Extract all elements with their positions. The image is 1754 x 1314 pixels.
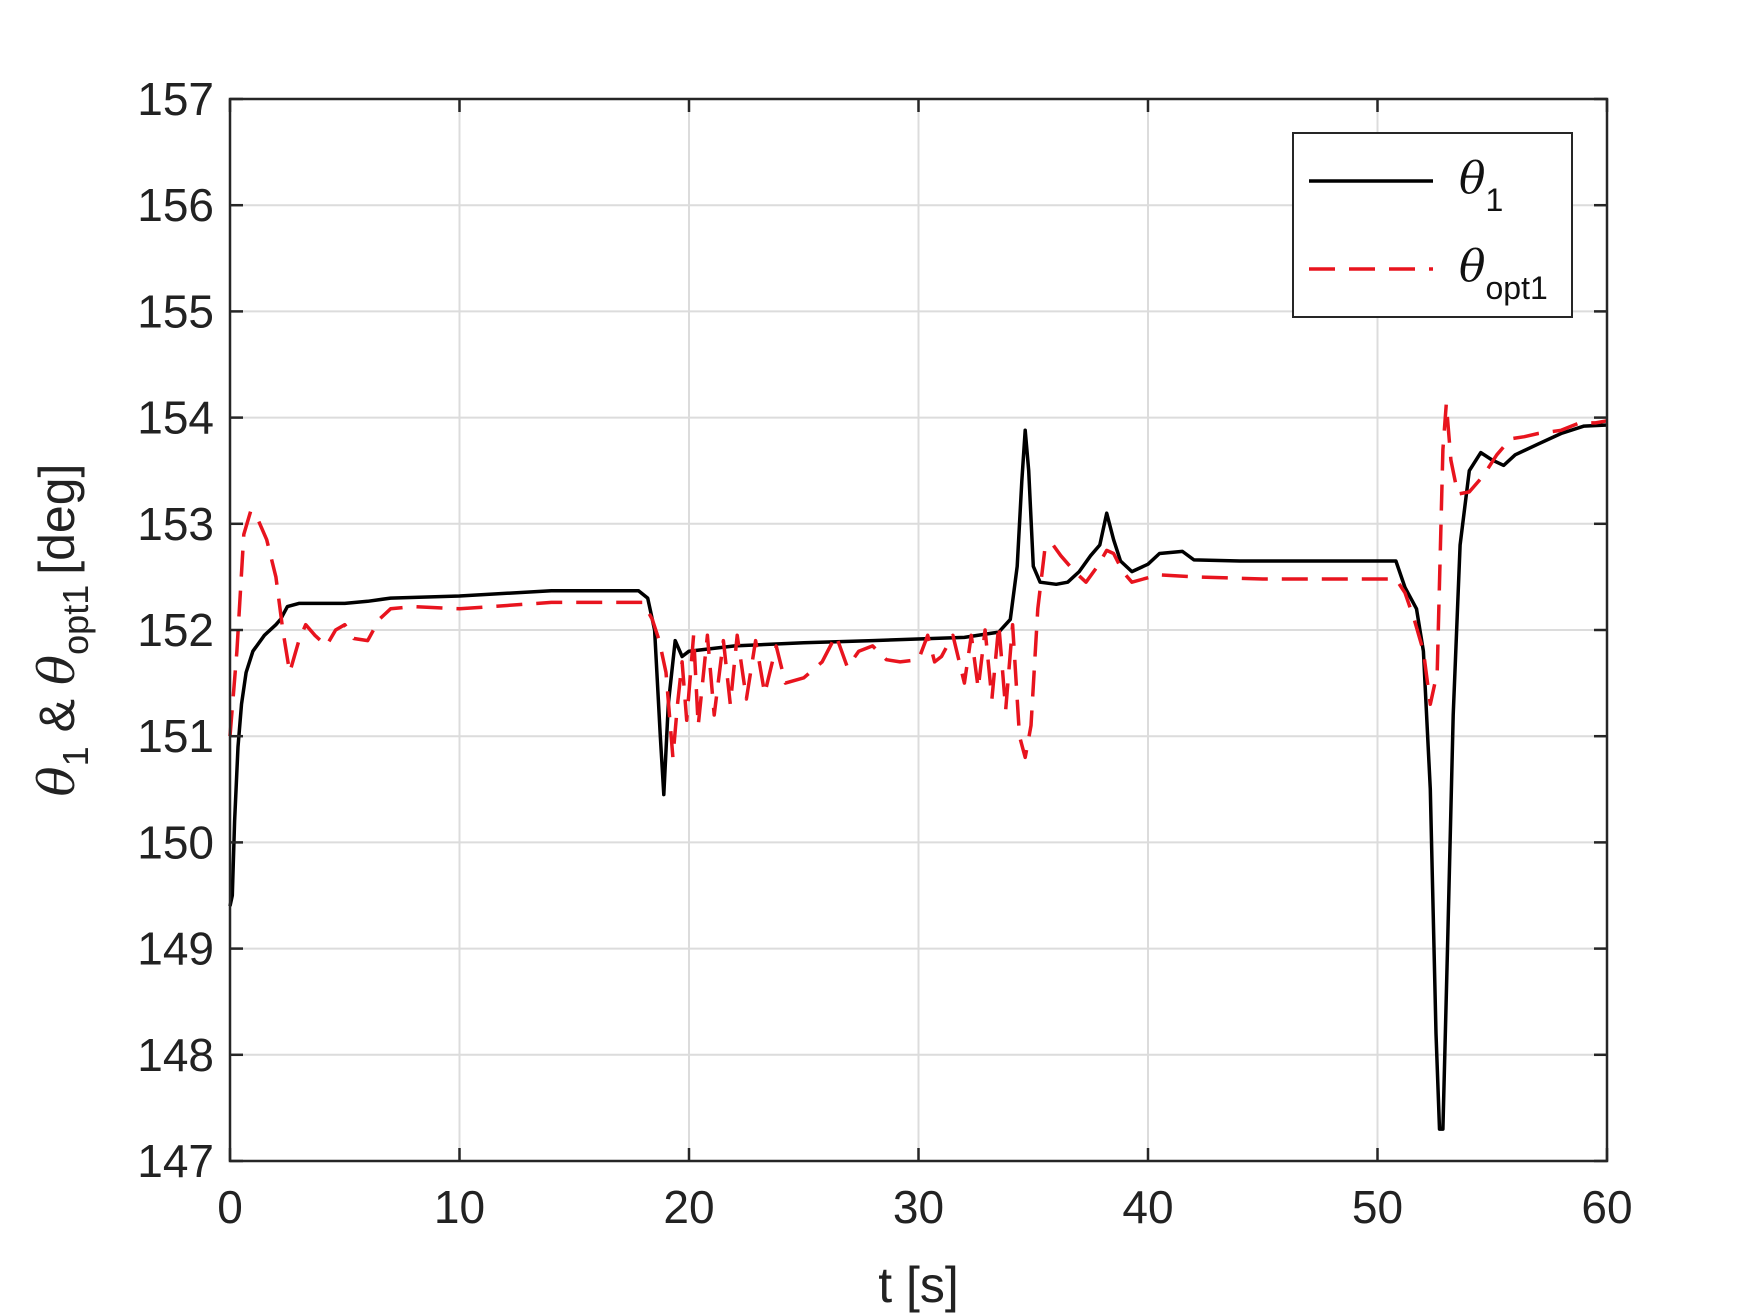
y-tick-label: 147 [137, 1135, 214, 1187]
y-tick-label: 150 [137, 816, 214, 868]
y-label-ampersand: & [29, 699, 85, 732]
y-label-thetaopt-sub: opt1 [55, 585, 96, 655]
series-line-theta1 [228, 423, 1608, 1131]
y-label-theta1-sub: 1 [55, 746, 96, 766]
y-tick-label: 157 [137, 73, 214, 125]
series-layer [228, 402, 1608, 1131]
legend-box [1292, 132, 1573, 318]
x-tick-label: 20 [663, 1181, 714, 1233]
axis-ticks [228, 97, 1609, 1163]
y-tick-label: 148 [137, 1029, 214, 1081]
x-tick-label: 40 [1122, 1181, 1173, 1233]
legend-label-thetaopt1: θopt1 [1459, 241, 1548, 306]
y-label-unit: [deg] [29, 464, 85, 575]
y-tick-label: 155 [137, 285, 214, 337]
y-tick-label: 156 [137, 179, 214, 231]
y-tick-label: 152 [137, 604, 214, 656]
y-label-thetaopt: θ [28, 655, 86, 685]
svg-text:θ1&θopt1[deg]: θ1&θopt1[deg] [28, 464, 96, 797]
y-tick-label: 149 [137, 923, 214, 975]
x-tick-label: 10 [434, 1181, 485, 1233]
x-tick-label: 50 [1352, 1181, 1403, 1233]
tick-labels: 0 10 20 30 40 50 60 147 148 149 150 151 152 153 154 155… [137, 73, 1632, 1233]
x-tick-label: 60 [1581, 1181, 1632, 1233]
legend-label-theta1: θ1 [1459, 153, 1503, 218]
x-axis-label: t [s] [878, 1257, 959, 1313]
y-tick-label: 153 [137, 498, 214, 550]
x-tick-label: 30 [893, 1181, 944, 1233]
x-tick-label: 0 [217, 1181, 243, 1233]
y-tick-label: 151 [137, 710, 214, 762]
y-tick-label: 154 [137, 392, 214, 444]
series-line-thetaopt1 [228, 402, 1608, 760]
legend: θ1 θopt1 [1292, 132, 1573, 318]
y-label-theta1: θ [28, 766, 86, 796]
y-axis-label: θ1&θopt1[deg] [28, 464, 96, 797]
